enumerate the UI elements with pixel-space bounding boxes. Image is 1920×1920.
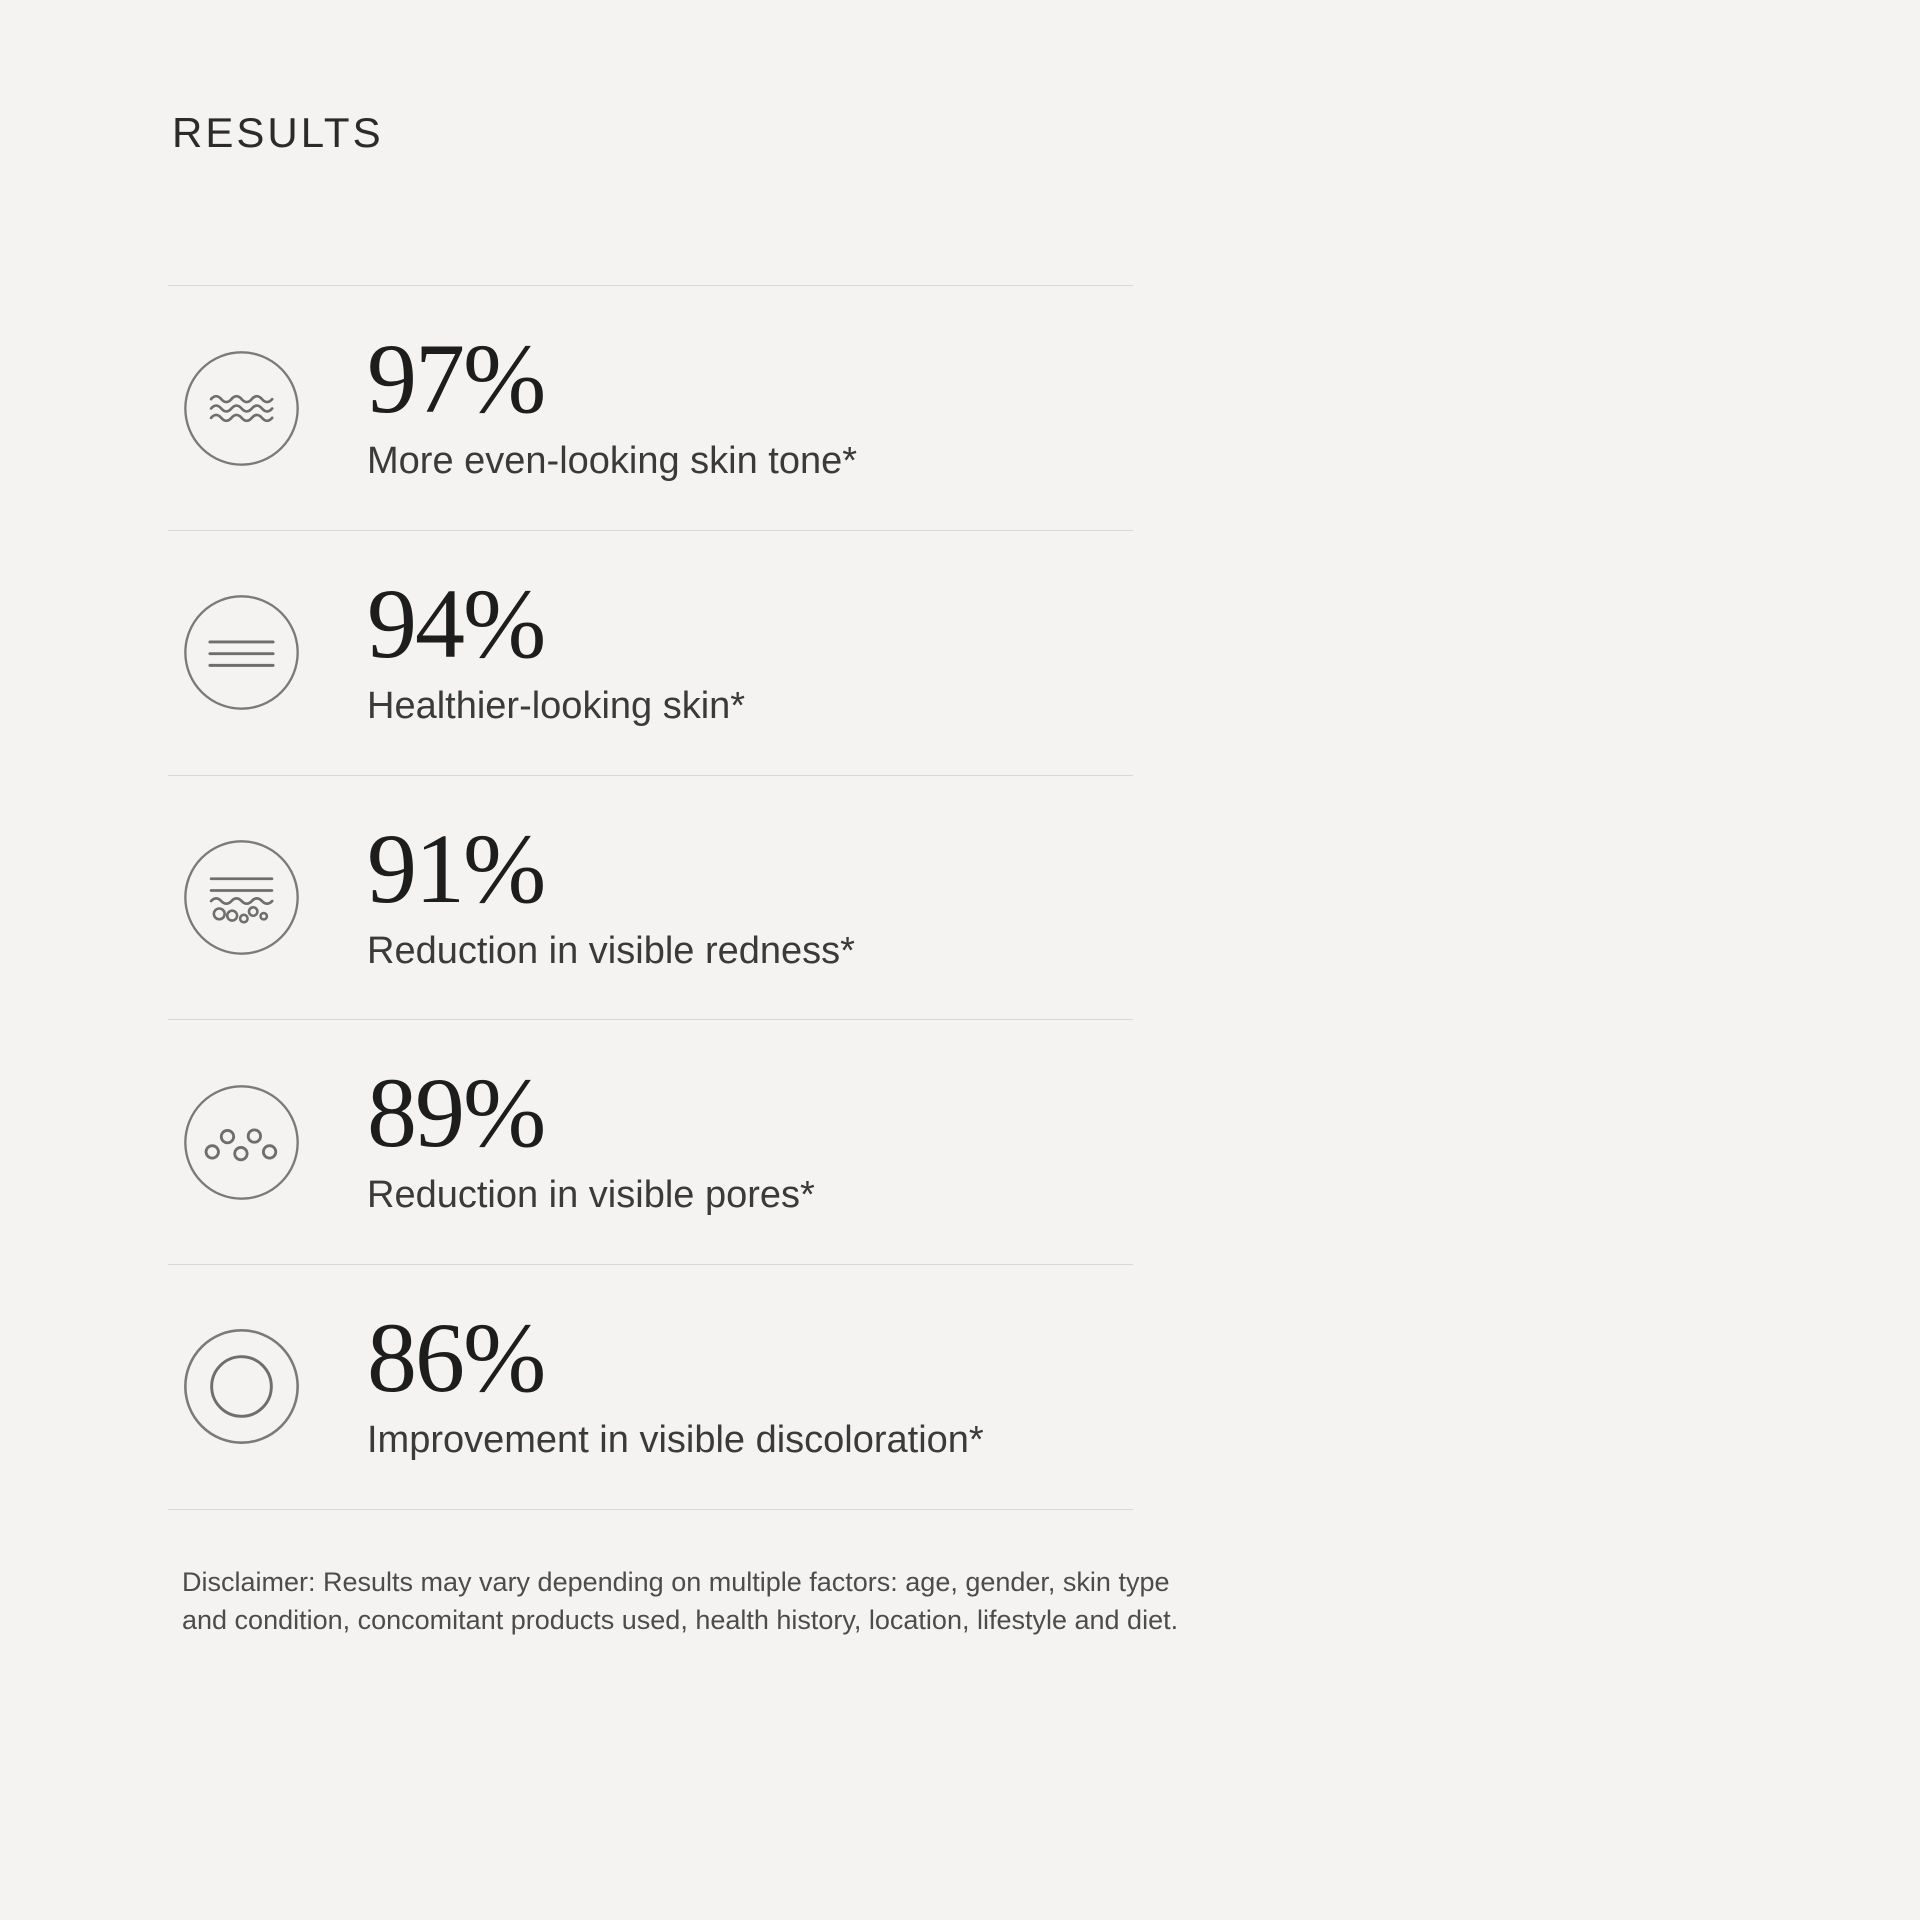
result-percent: 97% (367, 323, 546, 435)
result-percent: 86% (367, 1302, 546, 1414)
result-label: Healthier-looking skin* (367, 685, 746, 728)
result-row-discoloration: 86% Improvement in visible discoloration… (168, 1264, 1133, 1509)
result-text: 94% Healthier-looking skin* (367, 568, 746, 729)
result-percent: 91% (367, 812, 546, 924)
lines-icon (183, 594, 300, 711)
result-text: 97% More even-looking skin tone* (367, 323, 858, 484)
waves-icon (183, 350, 300, 467)
result-row-skin-tone: 97% More even-looking skin tone* (168, 285, 1133, 530)
results-section: RESULTS 97% More even-looking skin tone* (168, 109, 1179, 1635)
disclaimer-text: Disclaimer: Results may vary depending o… (182, 1566, 1179, 1635)
result-label: Reduction in visible redness* (367, 929, 855, 972)
result-row-pores: 89% Reduction in visible pores* (168, 1019, 1133, 1264)
results-heading: RESULTS (172, 109, 384, 156)
result-text: 86% Improvement in visible discoloration… (367, 1302, 984, 1463)
result-percent: 94% (367, 568, 546, 680)
result-percent: 89% (367, 1057, 546, 1169)
pores-icon (183, 1084, 300, 1201)
redness-icon (183, 839, 300, 956)
result-label: Improvement in visible discoloration* (367, 1419, 984, 1462)
result-text: 89% Reduction in visible pores* (367, 1057, 815, 1218)
result-label: Reduction in visible pores* (367, 1174, 815, 1217)
result-row-redness: 91% Reduction in visible redness* (168, 774, 1133, 1020)
result-text: 91% Reduction in visible redness* (367, 812, 855, 974)
result-row-healthier-skin: 94% Healthier-looking skin* (168, 530, 1133, 775)
discoloration-icon (183, 1328, 300, 1445)
results-list: 97% More even-looking skin tone* 94% Hea… (168, 285, 1133, 1510)
result-label: More even-looking skin tone* (367, 440, 858, 483)
